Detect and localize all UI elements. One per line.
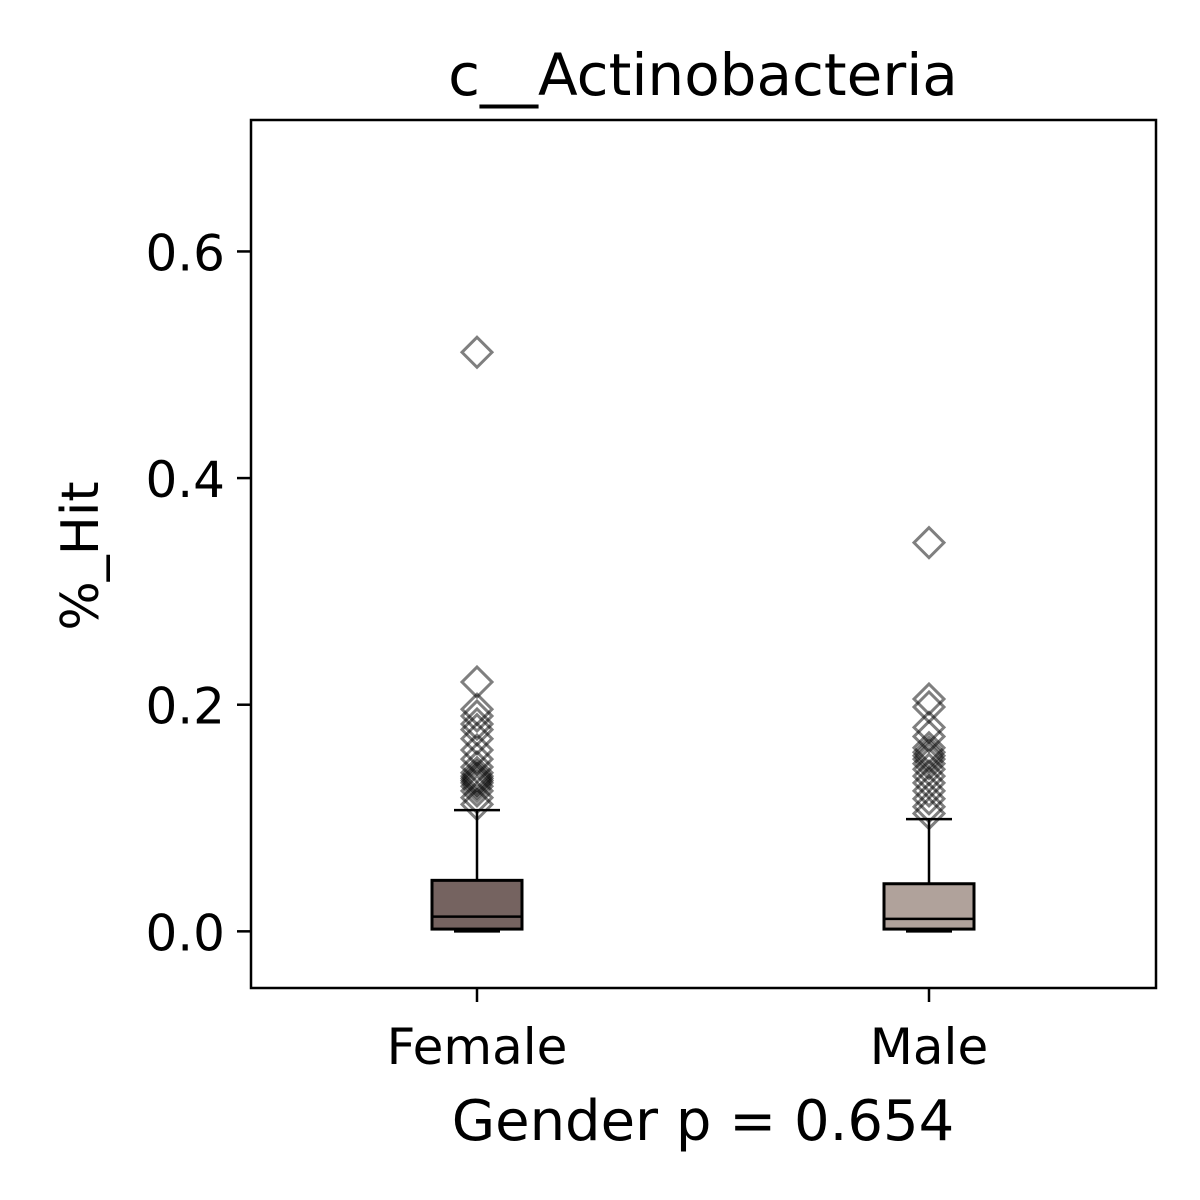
outlier-point [459, 787, 495, 822]
x-axis: Female Male [387, 988, 988, 1076]
outlier-point [459, 712, 495, 747]
outlier-point [459, 755, 495, 790]
outlier-point [459, 664, 495, 700]
box-iqr [430, 878, 524, 931]
outlier-point [911, 758, 947, 794]
y-axis: 0.0 0.2 0.4 0.6 [145, 224, 251, 962]
x-axis-label: Gender p = 0.654 [452, 1089, 955, 1154]
y-axis-label: %_Hit [51, 481, 111, 630]
outlier-point [911, 765, 947, 801]
box-female [430, 335, 524, 933]
box-iqr [882, 882, 976, 931]
outlier-point [459, 698, 495, 734]
y-tick-label: 0.2 [145, 678, 225, 736]
y-tick-label: 0.0 [145, 904, 225, 962]
plot-area [249, 118, 1158, 990]
outlier-point [911, 796, 947, 831]
outlier-point [911, 710, 947, 745]
outlier-point [459, 335, 495, 370]
outlier-point [911, 525, 947, 560]
outlier-point [911, 681, 947, 717]
y-tick-label: 0.4 [145, 451, 225, 509]
x-tick-label-female: Female [387, 1018, 568, 1076]
x-tick-label-male: Male [870, 1018, 988, 1076]
box-series [430, 335, 976, 933]
outlier-point [911, 735, 947, 770]
outlier-point [459, 692, 495, 727]
box-male [882, 525, 976, 933]
y-tick-label: 0.6 [145, 224, 225, 282]
chart-title: c__Actinobacteria [448, 41, 958, 109]
